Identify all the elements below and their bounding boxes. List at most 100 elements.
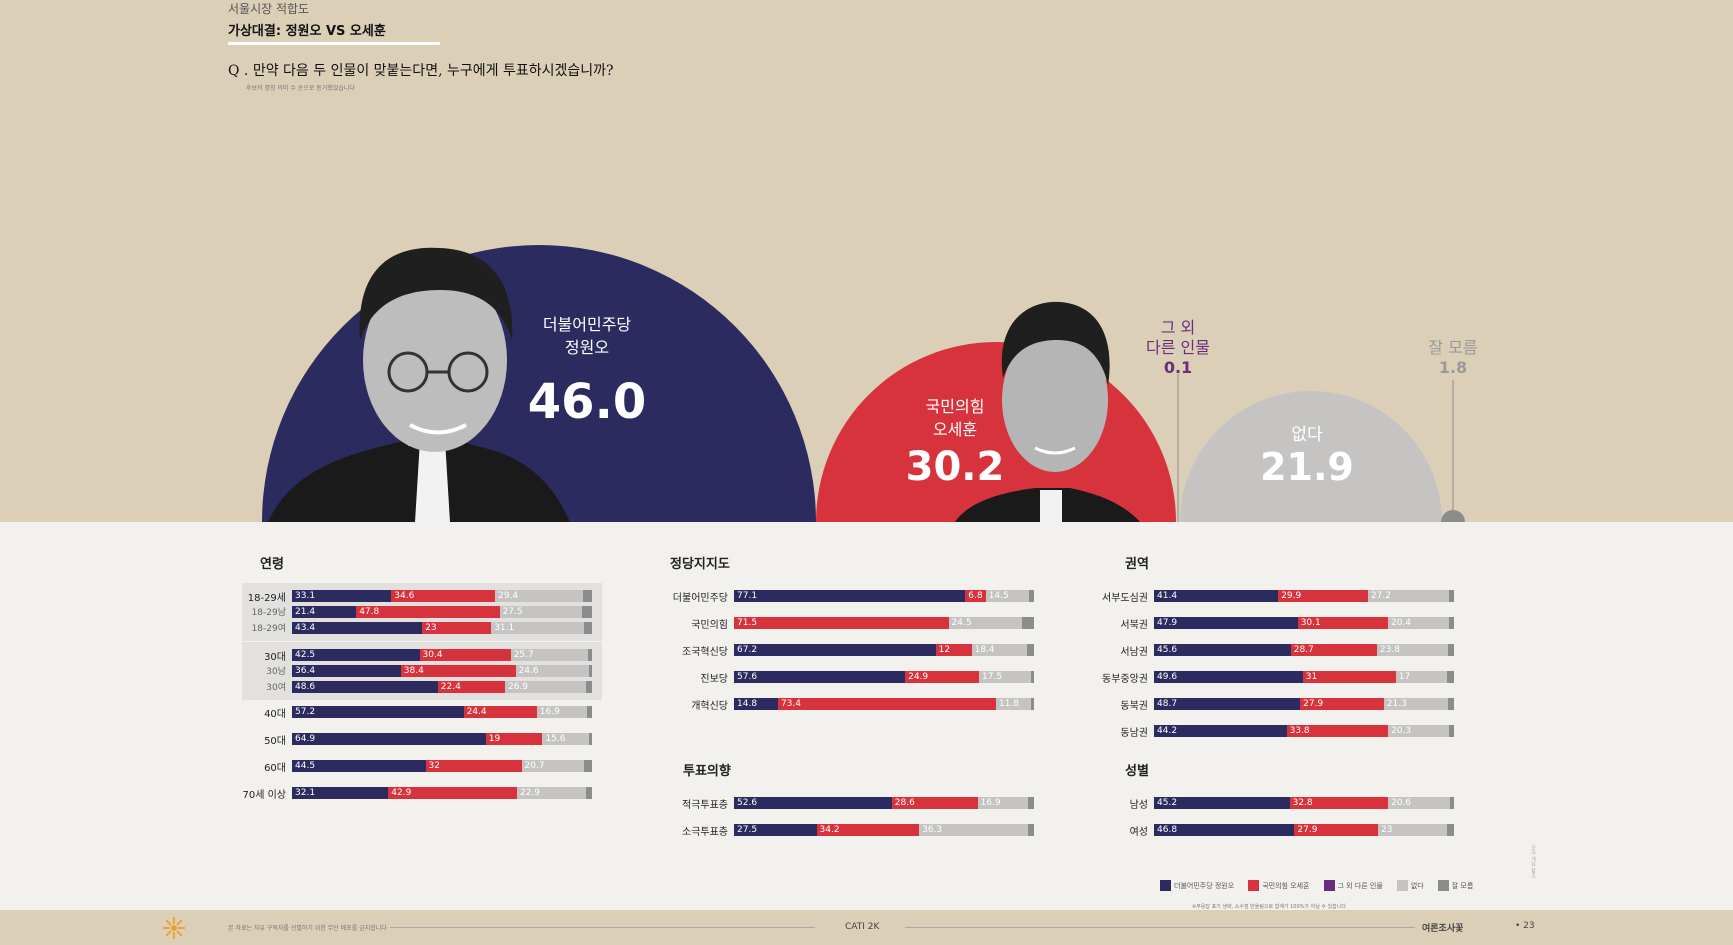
legend: 더불어민주당 정원오 국민의힘 오세훈 그 외 다른 인물 없다 잘 모름: [1160, 880, 1473, 891]
row-label: 동남권: [1120, 728, 1148, 739]
bar-value-label: 20.7: [524, 761, 545, 771]
legend-item: 더불어민주당 정원오: [1160, 880, 1234, 891]
stacked-bar: 77.1 6.8 14.5: [734, 590, 1034, 602]
survey-question: Q . 만약 다음 두 인물이 맞붙는다면, 누구에게 투표하시겠습니까?: [228, 63, 614, 79]
bar-segment-unknown: [1448, 725, 1454, 737]
bar-value-label: 20.3: [1390, 726, 1412, 736]
bar-value-label: 31.1: [494, 623, 515, 633]
bar-value-label: 14.8: [737, 699, 758, 709]
bar-segment-unknown: [584, 622, 592, 634]
none-label: 없다: [1291, 425, 1323, 445]
bar-value-label: 27.5: [737, 825, 758, 835]
bar-value-label: 64.9: [295, 734, 316, 744]
bar-value-label: 17.5: [982, 672, 1003, 682]
other-label-line1: 그 외: [1161, 318, 1196, 337]
bar-segment: 47.8: [356, 606, 500, 618]
jung-name: 정원오: [565, 338, 609, 357]
bar-value-label: 33.8: [1289, 726, 1310, 736]
stacked-bar: 64.9 19 15.6: [292, 733, 592, 745]
bar-segment: 22.9: [516, 787, 586, 799]
bar-segment: 19: [485, 733, 543, 745]
bar-value-label: 20.4: [1390, 618, 1412, 628]
bar-value-label: 24.4: [466, 707, 487, 717]
bar-segment: 73.4: [777, 698, 996, 710]
stacked-bar: 71.5 24.5: [734, 617, 1034, 629]
bar-segment: 32.1: [292, 787, 389, 799]
bar-value-label: 23: [1381, 825, 1393, 835]
bar-value-label: 24.9: [908, 672, 929, 682]
bar-segment-unknown: [1022, 617, 1034, 629]
footer-center-label: CATI 2K: [845, 922, 880, 932]
row-label: 18-29남: [251, 608, 286, 618]
panel-title: 성별: [1125, 764, 1149, 779]
jung-portrait: [268, 247, 570, 522]
bar-segment: 49.6: [1154, 671, 1303, 683]
bar-segment: 24.6: [515, 665, 590, 677]
row-label: 서부도심권: [1102, 593, 1148, 604]
stacked-bar: 41.4 29.9 27.2: [1154, 590, 1454, 602]
footer-page-number: • 23: [1515, 921, 1535, 931]
bar-value-label: 32: [428, 761, 440, 771]
panel-title: 투표의향: [683, 764, 731, 779]
row-label: 더불어민주당: [672, 593, 728, 604]
legend-label: 국민의힘 오세훈: [1262, 881, 1310, 890]
bar-value-label: 16.9: [980, 798, 1001, 808]
bar-value-label: 22.4: [440, 682, 461, 692]
stacked-bar: 52.6 28.6 16.9: [734, 797, 1034, 809]
oh-name: 오세훈: [933, 420, 977, 439]
legend-item: 없다: [1396, 880, 1424, 891]
panel-title: 연령: [260, 557, 284, 572]
bar-value-label: 44.5: [295, 761, 316, 771]
bar-segment-unknown: [582, 606, 592, 618]
bar-value-label: 52.6: [737, 798, 758, 808]
bar-segment: 67.2: [734, 644, 936, 656]
bar-value-label: 34.2: [819, 825, 840, 835]
bar-segment-unknown: [1447, 698, 1454, 710]
bar-segment: 45.2: [1154, 797, 1290, 809]
bar-segment: 32: [425, 760, 522, 772]
legend-item: 잘 모름: [1437, 880, 1473, 891]
bar-segment-unknown: [1031, 671, 1034, 683]
stacked-bar: 46.8 27.9 23: [1154, 824, 1454, 836]
bar-segment: 11.8: [995, 698, 1032, 710]
bar-value-label: 6.8: [968, 591, 983, 601]
bar-value-label: 43.4: [295, 623, 316, 633]
legend-swatch: [1323, 880, 1335, 891]
bar-segment: 20.7: [521, 760, 584, 772]
bar-segment: 16.9: [536, 706, 588, 718]
other-value: 0.1: [1164, 358, 1192, 377]
bar-value-label: 23.8: [1379, 645, 1400, 655]
footer-divider-right: [905, 927, 1415, 928]
oh-party: 국민의힘: [926, 397, 985, 416]
bar-value-label: 23: [425, 623, 437, 633]
bar-value-label: 27.5: [502, 607, 523, 617]
bar-value-label: 29.4: [498, 591, 519, 601]
bar-segment: 21.3: [1383, 698, 1448, 710]
bar-segment: 34.6: [391, 590, 496, 602]
bar-value-label: 31: [1305, 672, 1318, 682]
bar-segment: 15.6: [542, 733, 590, 745]
bar-value-label: 67.2: [737, 645, 758, 655]
stacked-bar: 44.5 32 20.7: [292, 760, 592, 772]
title-underline: [228, 42, 440, 45]
bar-value-label: 45.6: [1157, 645, 1178, 655]
bar-segment: 16.9: [977, 797, 1029, 809]
row-label: 적극투표층: [682, 800, 728, 811]
bar-segment-unknown: [583, 760, 592, 772]
bar-segment-unknown: [1449, 617, 1454, 629]
flower-logo-icon: [163, 917, 185, 939]
bar-segment: 18.4: [971, 644, 1027, 656]
footer: 본 자료는 자유 구독자를 선별하기 위한 무단 배포를 금지합니다 CATI …: [0, 910, 1733, 945]
unknown-label: 잘 모름: [1428, 338, 1477, 357]
section-label: 서울시장 적합도: [228, 2, 310, 16]
legend-swatch: [1160, 880, 1171, 891]
bar-value-label: 17: [1398, 672, 1411, 682]
legend-label: 그 외 다른 인물: [1337, 881, 1383, 890]
bar-segment: 33.8: [1286, 725, 1388, 737]
bar-segment: 22.4: [437, 681, 505, 693]
bar-segment: 36.3: [919, 824, 1028, 836]
bar-segment-unknown: [1027, 824, 1034, 836]
bar-segment: 57.6: [734, 671, 906, 683]
bar-value-label: 30.4: [422, 650, 443, 660]
bar-value-label: 11.8: [998, 699, 1020, 709]
